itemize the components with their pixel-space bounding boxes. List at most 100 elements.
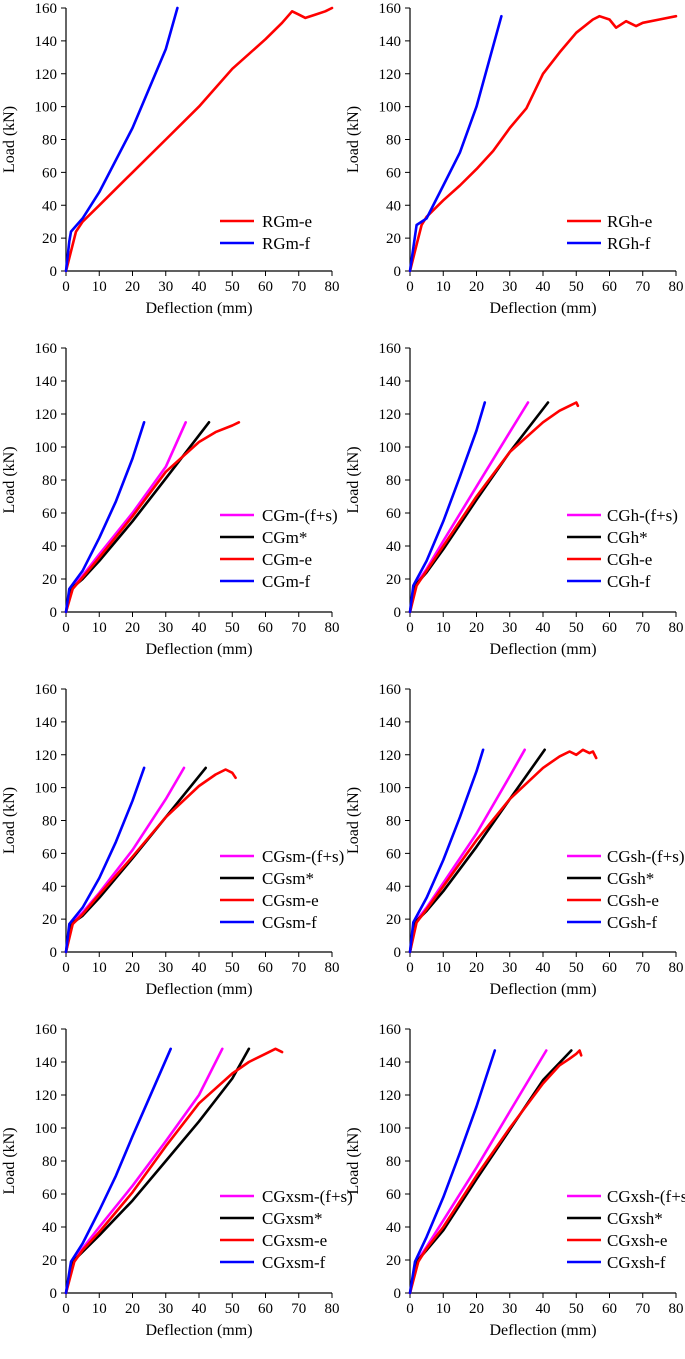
- x-tick-label: 50: [569, 960, 584, 976]
- y-tick-label: 60: [42, 506, 57, 522]
- y-tick-label: 120: [35, 1088, 58, 1104]
- series-line-cgxsm-f-s: [64, 1047, 224, 1295]
- x-axis-label: Deflection (mm): [145, 300, 252, 317]
- y-tick-label: 0: [50, 605, 58, 621]
- series-line-cgxsh: [408, 1049, 573, 1295]
- x-tick-label: 30: [502, 1301, 517, 1317]
- legend-label: CGsm*: [262, 869, 314, 888]
- legend-label: CGm-(f+s): [262, 506, 338, 525]
- y-tick-label: 120: [379, 1088, 402, 1104]
- y-tick-label: 160: [379, 1, 402, 17]
- x-tick-label: 30: [502, 960, 517, 976]
- legend: CGsm-(f+s) CGsm* CGsm-e CGsm-f: [220, 847, 344, 932]
- x-tick-label: 60: [258, 620, 273, 636]
- legend: CGh-(f+s) CGh* CGh-e CGh-f: [567, 506, 678, 591]
- x-tick-label: 80: [669, 620, 684, 636]
- y-tick-label: 0: [50, 264, 58, 280]
- y-axis-label: Load (kN): [345, 787, 362, 854]
- x-tick-label: 20: [469, 279, 484, 295]
- x-axis-label: Deflection (mm): [489, 300, 596, 317]
- x-axis-label: Deflection (mm): [145, 1322, 252, 1339]
- y-tick-label: 120: [35, 407, 58, 423]
- y-tick-label: 160: [379, 341, 402, 357]
- y-tick-label: 40: [42, 879, 57, 895]
- y-tick-label: 80: [42, 473, 57, 489]
- x-tick-label: 0: [62, 960, 70, 976]
- y-tick-label: 100: [379, 1121, 402, 1137]
- series-line-cgsm: [64, 766, 207, 954]
- y-tick-label: 100: [379, 781, 402, 797]
- x-tick-label: 70: [635, 620, 650, 636]
- x-tick-label: 30: [158, 1301, 173, 1317]
- y-tick-label: 140: [35, 1055, 58, 1071]
- y-tick-label: 160: [379, 682, 402, 698]
- legend-label: CGsh-(f+s): [607, 847, 685, 866]
- series-line-cgxsh-f: [408, 1049, 497, 1295]
- y-tick-label: 60: [386, 1187, 401, 1203]
- x-tick-label: 40: [536, 279, 551, 295]
- y-tick-label: 0: [394, 264, 402, 280]
- chart-panel-2: 0 10 20 30 40 50 60 70 80 0 20 40 60 80 100 120 140 160 De…: [345, 1, 684, 317]
- chart-panel-5: 0 10 20 30 40 50 60 70 80 0 20 40 60 80 100 120 140 160 De…: [1, 682, 344, 998]
- y-tick-label: 40: [386, 198, 401, 214]
- legend: RGm-e RGm-f: [220, 212, 312, 253]
- series-line-cgm: [64, 420, 211, 614]
- x-tick-label: 80: [325, 1301, 340, 1317]
- x-tick-label: 70: [291, 960, 306, 976]
- legend-label: CGsm-(f+s): [262, 847, 344, 866]
- y-tick-label: 160: [379, 1022, 402, 1038]
- x-tick-label: 0: [406, 960, 414, 976]
- y-tick-label: 20: [42, 231, 57, 247]
- x-tick-label: 20: [125, 960, 140, 976]
- legend-label: CGh-f: [607, 572, 651, 591]
- legend-label: CGsh-e: [607, 891, 659, 910]
- y-tick-label: 0: [50, 1286, 58, 1302]
- series-line-cgh-f: [408, 401, 487, 614]
- chart-panel-3: 0 10 20 30 40 50 60 70 80 0 20 40 60 80 100 120 140 160 De…: [1, 341, 340, 658]
- series-line-rgh-e: [408, 14, 678, 273]
- y-axis-label: Load (kN): [345, 106, 362, 173]
- legend-label: CGxsh-f: [607, 1253, 666, 1272]
- x-tick-label: 80: [325, 620, 340, 636]
- x-axis-label: Deflection (mm): [489, 1322, 596, 1339]
- series-line-rgm-e: [64, 6, 334, 273]
- x-tick-label: 70: [635, 1301, 650, 1317]
- legend-label: RGm-e: [262, 212, 312, 231]
- x-tick-label: 60: [258, 1301, 273, 1317]
- x-tick-label: 50: [569, 1301, 584, 1317]
- y-tick-label: 20: [386, 572, 401, 588]
- y-tick-label: 20: [42, 1253, 57, 1269]
- y-tick-label: 0: [394, 1286, 402, 1302]
- y-tick-label: 140: [35, 374, 58, 390]
- x-tick-label: 30: [158, 960, 173, 976]
- y-tick-label: 100: [379, 440, 402, 456]
- y-tick-label: 60: [386, 846, 401, 862]
- legend-label: CGh-(f+s): [607, 506, 678, 525]
- x-tick-label: 40: [536, 960, 551, 976]
- x-tick-label: 20: [469, 960, 484, 976]
- y-tick-label: 80: [386, 133, 401, 149]
- legend-label: CGxsh*: [607, 1209, 663, 1228]
- x-tick-label: 60: [602, 960, 617, 976]
- y-tick-label: 40: [386, 539, 401, 555]
- y-axis-label: Load (kN): [1, 787, 18, 854]
- y-tick-label: 160: [35, 682, 58, 698]
- series-line-cgxsm-e: [64, 1047, 284, 1295]
- series-line-cgsm-f-s: [64, 766, 186, 954]
- y-tick-label: 40: [42, 198, 57, 214]
- x-tick-label: 10: [436, 279, 451, 295]
- x-tick-label: 0: [406, 620, 414, 636]
- x-tick-label: 10: [92, 1301, 107, 1317]
- x-tick-label: 80: [325, 279, 340, 295]
- y-tick-label: 160: [35, 1022, 58, 1038]
- x-tick-label: 30: [158, 279, 173, 295]
- series-line-rgm-f: [64, 6, 179, 273]
- y-tick-label: 40: [386, 879, 401, 895]
- y-tick-label: 160: [35, 1, 58, 17]
- legend: CGxsh-(f+s) CGxsh* CGxsh-e CGxsh-f: [567, 1187, 685, 1272]
- series-line-cgsh: [408, 748, 547, 954]
- y-tick-label: 100: [379, 100, 402, 116]
- legend-label: CGxsh-e: [607, 1231, 667, 1250]
- chart-panel-1: 0 10 20 30 40 50 60 70 80 0 20 40 60 80 100 120 140 160 De…: [1, 1, 340, 317]
- y-tick-label: 60: [42, 1187, 57, 1203]
